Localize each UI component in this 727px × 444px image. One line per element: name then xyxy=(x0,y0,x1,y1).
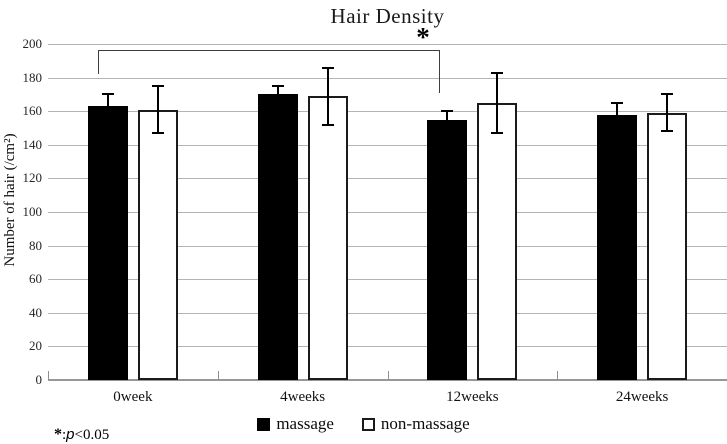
legend-swatch-non-massage-icon xyxy=(361,417,375,431)
error-bar-cap-bottom xyxy=(101,116,114,119)
error-bar-cap-bottom xyxy=(151,132,164,135)
y-tick-label: 20 xyxy=(29,338,42,354)
error-bar-cap-bottom xyxy=(321,123,334,126)
y-tick-label: 140 xyxy=(22,136,43,152)
footnote-asterisk: * xyxy=(54,426,62,443)
y-tick-label: 80 xyxy=(29,237,42,253)
error-bar-cap-bottom xyxy=(661,130,674,133)
y-tick-label: 60 xyxy=(29,271,42,287)
legend: massage non-massage xyxy=(0,414,727,434)
error-bar-cap-top xyxy=(151,85,164,87)
x-category-label-12weeks: 12weeks xyxy=(446,389,499,405)
footnote-colon: : xyxy=(62,427,67,443)
error-bar-cap-bottom xyxy=(271,101,284,104)
legend-swatch-massage-icon xyxy=(257,417,271,431)
error-bar-cap-top xyxy=(441,110,454,113)
significance-bracket-right-leg xyxy=(439,50,440,93)
gridline xyxy=(48,77,727,79)
y-tick-label: 180 xyxy=(22,69,43,85)
y-tick-label: 120 xyxy=(22,170,43,186)
bar-non-massage-24weeks xyxy=(647,112,688,380)
footnote-p: p xyxy=(66,426,75,443)
x-category-label-0week: 0week xyxy=(113,389,153,405)
error-bar-cap-bottom xyxy=(611,125,624,128)
x-category-label-24weeks: 24weeks xyxy=(615,389,669,405)
y-tick-label: 100 xyxy=(22,204,43,219)
y-tick-label: 40 xyxy=(29,304,42,320)
legend-label-non-massage: non-massage xyxy=(380,414,470,433)
significance-bracket-left-leg xyxy=(98,50,99,74)
gridline xyxy=(48,245,727,247)
bar-massage-4weeks xyxy=(257,94,298,380)
chart-title: Hair Density xyxy=(330,4,445,28)
error-bar-non-massage-12weeks xyxy=(496,72,499,134)
x-axis-line xyxy=(48,379,727,381)
gridline xyxy=(48,111,727,113)
gridline xyxy=(48,312,727,314)
error-bar-cap-top xyxy=(491,71,504,74)
error-bar-massage-12weeks xyxy=(446,111,449,128)
bar-massage-12weeks xyxy=(427,119,468,380)
error-bar-cap-top xyxy=(271,85,284,87)
error-bar-massage-4weeks xyxy=(276,86,279,103)
x-axis-tick xyxy=(48,371,49,380)
significance-asterisk: * xyxy=(416,22,430,52)
legend-item-non-massage: non-massage xyxy=(361,414,470,434)
y-tick-label: 200 xyxy=(22,36,43,51)
x-category-label-4weeks: 4weeks xyxy=(280,389,326,405)
gridline xyxy=(48,346,727,348)
bar-massage-0week xyxy=(87,106,128,380)
error-bar-massage-0week xyxy=(106,94,109,118)
bar-massage-24weeks xyxy=(597,114,638,380)
legend-item-massage: massage xyxy=(257,414,334,434)
gridline xyxy=(48,212,727,213)
error-bar-non-massage-0week xyxy=(156,86,159,134)
significance-footnote: *:p<0.05 xyxy=(54,426,109,444)
error-bar-non-massage-24weeks xyxy=(666,94,669,132)
footnote-value: <0.05 xyxy=(74,427,110,443)
error-bar-cap-top xyxy=(101,93,114,96)
bar-non-massage-12weeks xyxy=(477,102,518,380)
error-bar-massage-24weeks xyxy=(616,102,619,127)
gridline xyxy=(48,144,727,146)
x-axis-tick xyxy=(218,371,219,380)
error-bar-cap-top xyxy=(321,66,334,69)
error-bar-cap-top xyxy=(611,101,624,104)
bar-non-massage-0week xyxy=(137,109,178,380)
error-bar-cap-bottom xyxy=(441,127,454,129)
legend-label-massage: massage xyxy=(276,414,334,433)
error-bar-non-massage-4weeks xyxy=(326,67,329,125)
gridline xyxy=(48,279,727,281)
gridline xyxy=(48,178,727,180)
gridline xyxy=(48,44,727,45)
x-axis-tick xyxy=(557,371,558,380)
significance-bracket-horizontal xyxy=(98,50,440,51)
error-bar-cap-bottom xyxy=(491,132,504,135)
x-axis-tick xyxy=(388,371,389,380)
y-tick-label: 0 xyxy=(35,372,43,387)
error-bar-cap-top xyxy=(661,93,674,96)
y-tick-label: 160 xyxy=(22,103,43,119)
bar-non-massage-4weeks xyxy=(307,96,348,380)
